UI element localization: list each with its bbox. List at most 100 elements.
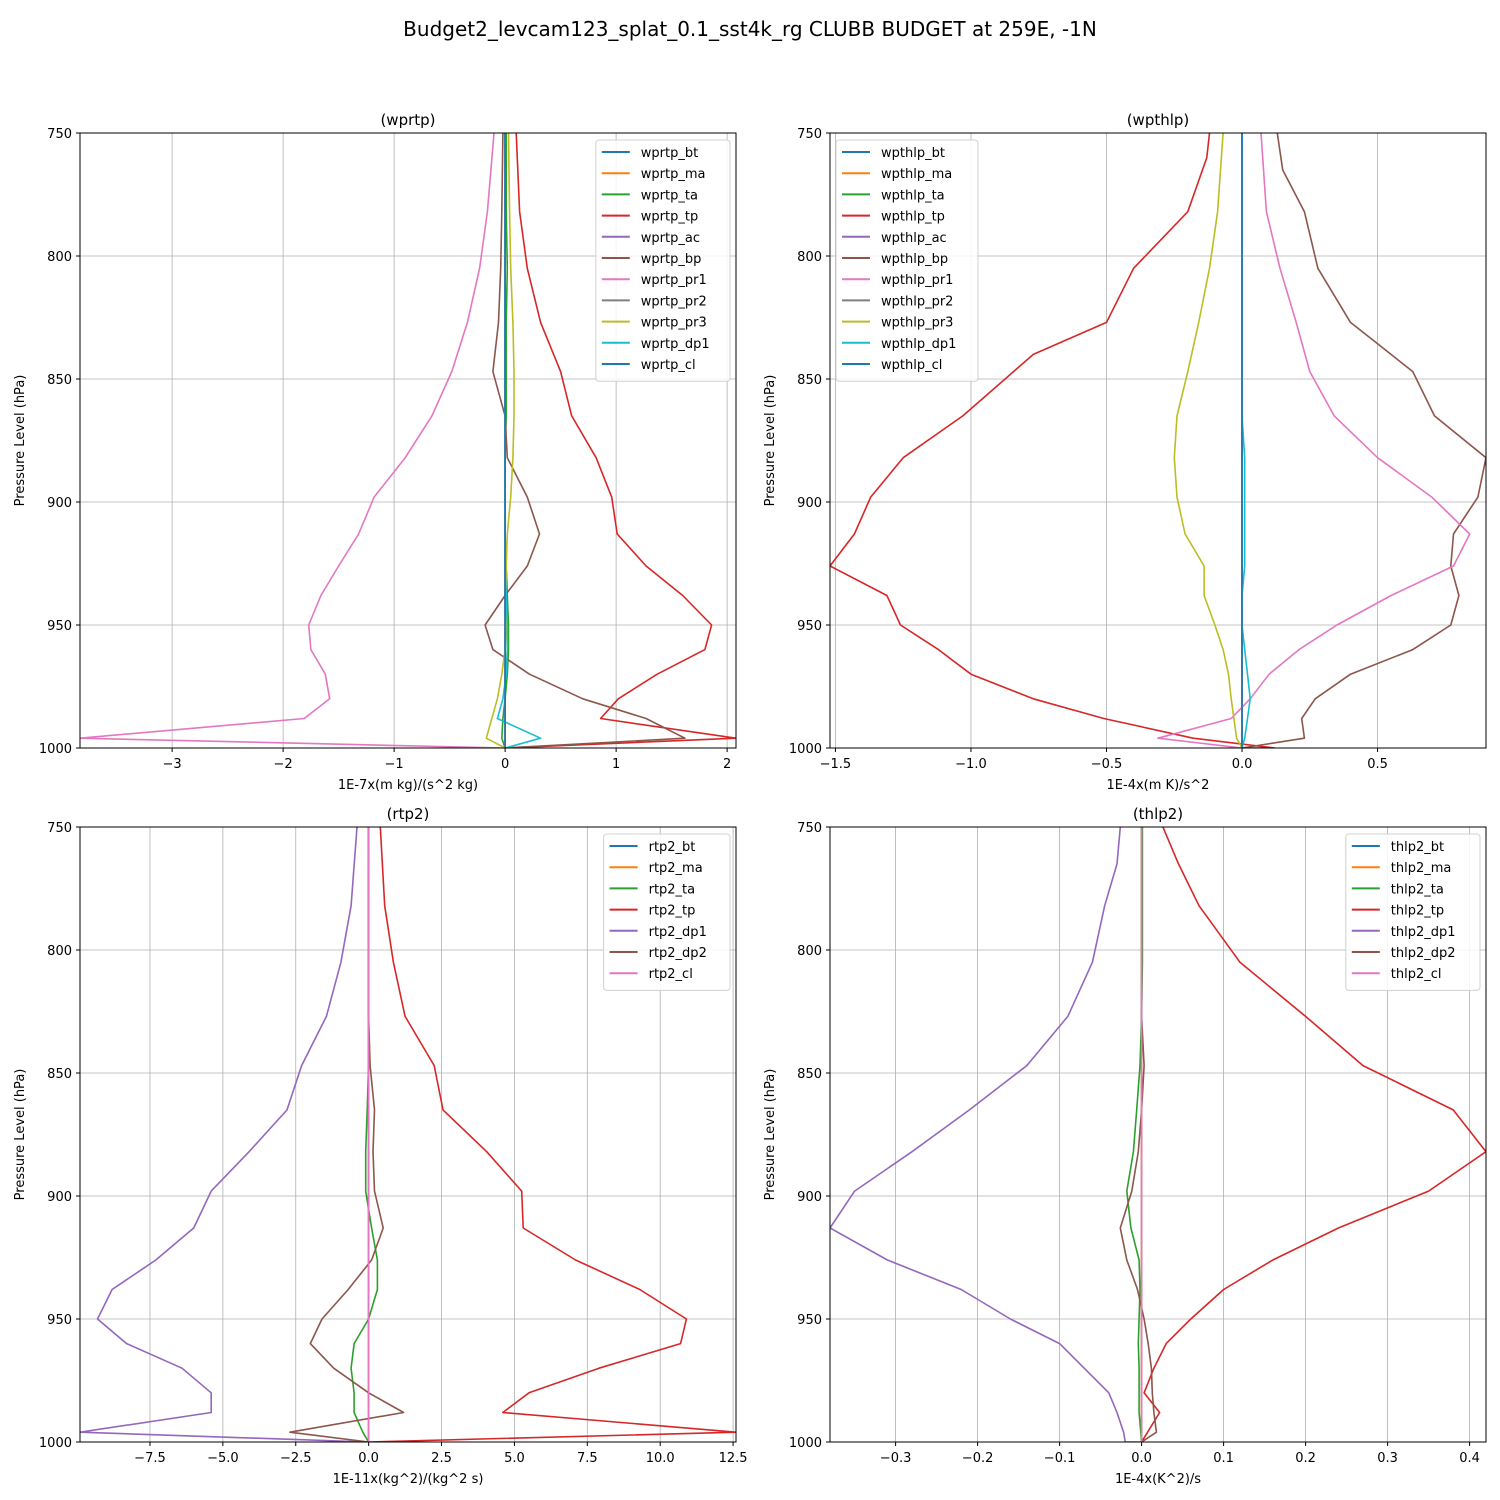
y-tick-label: 750	[47, 821, 72, 836]
legend-label-rtp2_tp: rtp2_tp	[649, 904, 696, 919]
y-tick-label: 850	[47, 1067, 72, 1082]
legend-label-rtp2_bt: rtp2_bt	[649, 840, 696, 855]
x-tick-label: 0.1	[1213, 1451, 1234, 1466]
y-tick-label: 900	[797, 496, 822, 511]
series-line-thlp2_dp1	[830, 827, 1142, 1442]
x-axis-label: 1E-4x(m K)/s^2	[1107, 778, 1210, 793]
legend-label-wpthlp_bt: wpthlp_bt	[881, 146, 945, 161]
series-line-wprtp_tp	[505, 133, 736, 748]
legend-label-thlp2_cl: thlp2_cl	[1391, 967, 1442, 982]
x-tick-label: −0.1	[1044, 1451, 1076, 1466]
axes-frame	[829, 826, 1487, 1443]
x-tick-label: 1	[612, 757, 620, 772]
x-tick-label: 0.0	[358, 1451, 379, 1466]
legend-box	[835, 139, 979, 382]
y-tick-label: 850	[797, 373, 822, 388]
x-tick-label: −0.3	[880, 1451, 912, 1466]
y-tick-label: 800	[47, 250, 72, 265]
x-tick-label: −1.0	[955, 757, 987, 772]
chart-title: (wpthlp)	[1127, 111, 1190, 129]
x-tick-label: 10.0	[646, 1451, 675, 1466]
axes-frame	[79, 826, 737, 1443]
series-line-rtp2_tp	[368, 827, 736, 1442]
x-tick-label: −2	[274, 757, 293, 772]
chart-title: (thlp2)	[1133, 805, 1183, 823]
legend-label-rtp2_cl: rtp2_cl	[649, 967, 693, 982]
legend-label-wpthlp_cl: wpthlp_cl	[881, 358, 942, 373]
legend: wpthlp_bt wpthlp_ma wpthlp_ta wpthlp_tpwpth…	[835, 139, 979, 382]
x-tick-label: 0.2	[1295, 1451, 1316, 1466]
chart-panel-1: −3 −2 −1 0 1 2 750 800 850 900 950 1000 (wprtp) 1E-7x…	[13, 111, 737, 793]
series-group	[80, 133, 736, 748]
y-tick-label: 900	[47, 1190, 72, 1205]
y-tick-label: 750	[797, 821, 822, 836]
x-tick-label: 12.5	[719, 1451, 748, 1466]
legend-label-wpthlp_bp: wpthlp_bp	[881, 252, 948, 267]
y-tick-label: 800	[797, 250, 822, 265]
legend-label-wpthlp_dp1: wpthlp_dp1	[881, 337, 956, 352]
chart-title: (rtp2)	[387, 805, 430, 823]
series-line-wprtp_pr3	[485, 133, 515, 748]
y-tick-label: 1000	[39, 1436, 72, 1451]
x-tick-label: 7.5	[577, 1451, 598, 1466]
axes-frame	[829, 132, 1487, 749]
legend-label-wprtp_pr2: wprtp_pr2	[641, 294, 707, 309]
x-tick-label: −5.0	[207, 1451, 239, 1466]
legend-label-wprtp_ma: wprtp_ma	[641, 167, 706, 182]
chart-title: (wprtp)	[380, 111, 435, 129]
legend-label-wprtp_ac: wprtp_ac	[641, 231, 700, 246]
y-axis-label: Pressure Level (hPa)	[13, 375, 28, 507]
x-tick-label: 5.0	[504, 1451, 525, 1466]
figure-title: Budget2_levcam123_splat_0.1_sst4k_rg CLU…	[403, 17, 1097, 41]
x-tick-label: 0.5	[1367, 757, 1388, 772]
x-tick-label: −2.5	[280, 1451, 312, 1466]
legend-label-thlp2_bt: thlp2_bt	[1391, 840, 1444, 855]
series-line-wpthlp_pr3	[1173, 133, 1243, 748]
x-tick-label: 0	[501, 757, 509, 772]
x-tick-label: −3	[163, 757, 182, 772]
legend-label-wpthlp_pr2: wpthlp_pr2	[881, 294, 953, 309]
series-group	[830, 133, 1486, 748]
y-tick-label: 950	[797, 619, 822, 634]
chart-panel-2: −1.5 −1.0 −0.5 0.0 0.5 750 800 850 900 950 1000 (wp…	[763, 111, 1487, 793]
legend-label-wpthlp_ma: wpthlp_ma	[881, 167, 952, 182]
x-tick-label: −0.5	[1091, 757, 1123, 772]
legend-label-thlp2_dp1: thlp2_dp1	[1391, 925, 1456, 940]
legend: wprtp_bt wprtp_ma wprtp_ta wprtp_tp wprtp_ac…	[595, 139, 731, 382]
legend-label-rtp2_dp1: rtp2_dp1	[649, 925, 707, 940]
legend-label-thlp2_dp2: thlp2_dp2	[1391, 946, 1456, 961]
x-axis-label: 1E-7x(m kg)/(s^2 kg)	[338, 778, 478, 793]
legend-label-wprtp_cl: wprtp_cl	[641, 358, 696, 373]
axes-frame	[79, 132, 737, 749]
chart-panel-3: −7.5 −5.0 −2.5 0.0 2.5 5.0 7.5 10.0 12.5 750 800 85…	[13, 805, 748, 1487]
legend-label-wpthlp_pr3: wpthlp_pr3	[881, 316, 953, 331]
y-tick-label: 800	[47, 944, 72, 959]
x-tick-label: 0.0	[1131, 1451, 1152, 1466]
y-tick-label: 850	[47, 373, 72, 388]
x-tick-label: 0.4	[1459, 1451, 1480, 1466]
legend-label-rtp2_dp2: rtp2_dp2	[649, 946, 707, 961]
series-line-wprtp_bp	[484, 133, 686, 748]
y-tick-label: 1000	[789, 742, 822, 757]
legend-label-thlp2_ta: thlp2_ta	[1391, 882, 1444, 897]
legend-label-wpthlp_ta: wpthlp_ta	[881, 188, 945, 203]
series-group	[80, 827, 736, 1442]
legend-label-rtp2_ta: rtp2_ta	[649, 882, 696, 897]
legend: thlp2_bt thlp2_ma thlp2_ta thlp2_tp thlp2_dp…	[1345, 833, 1481, 991]
legend-label-wprtp_dp1: wprtp_dp1	[641, 337, 710, 352]
x-tick-label: 2.5	[431, 1451, 452, 1466]
x-tick-label: −1	[385, 757, 404, 772]
x-axis-label: 1E-11x(kg^2)/(kg^2 s)	[333, 1472, 484, 1487]
x-tick-label: 0.3	[1377, 1451, 1398, 1466]
x-axis-label: 1E-4x(K^2)/s	[1115, 1472, 1201, 1487]
x-tick-label: −1.5	[820, 757, 852, 772]
y-tick-label: 900	[797, 1190, 822, 1205]
x-tick-label: −0.2	[962, 1451, 994, 1466]
y-tick-label: 950	[47, 1313, 72, 1328]
series-line-wpthlp_tp	[830, 133, 1276, 748]
y-tick-label: 750	[47, 127, 72, 142]
legend-label-wpthlp_pr1: wpthlp_pr1	[881, 273, 953, 288]
series-line-rtp2_dp1	[80, 827, 369, 1442]
